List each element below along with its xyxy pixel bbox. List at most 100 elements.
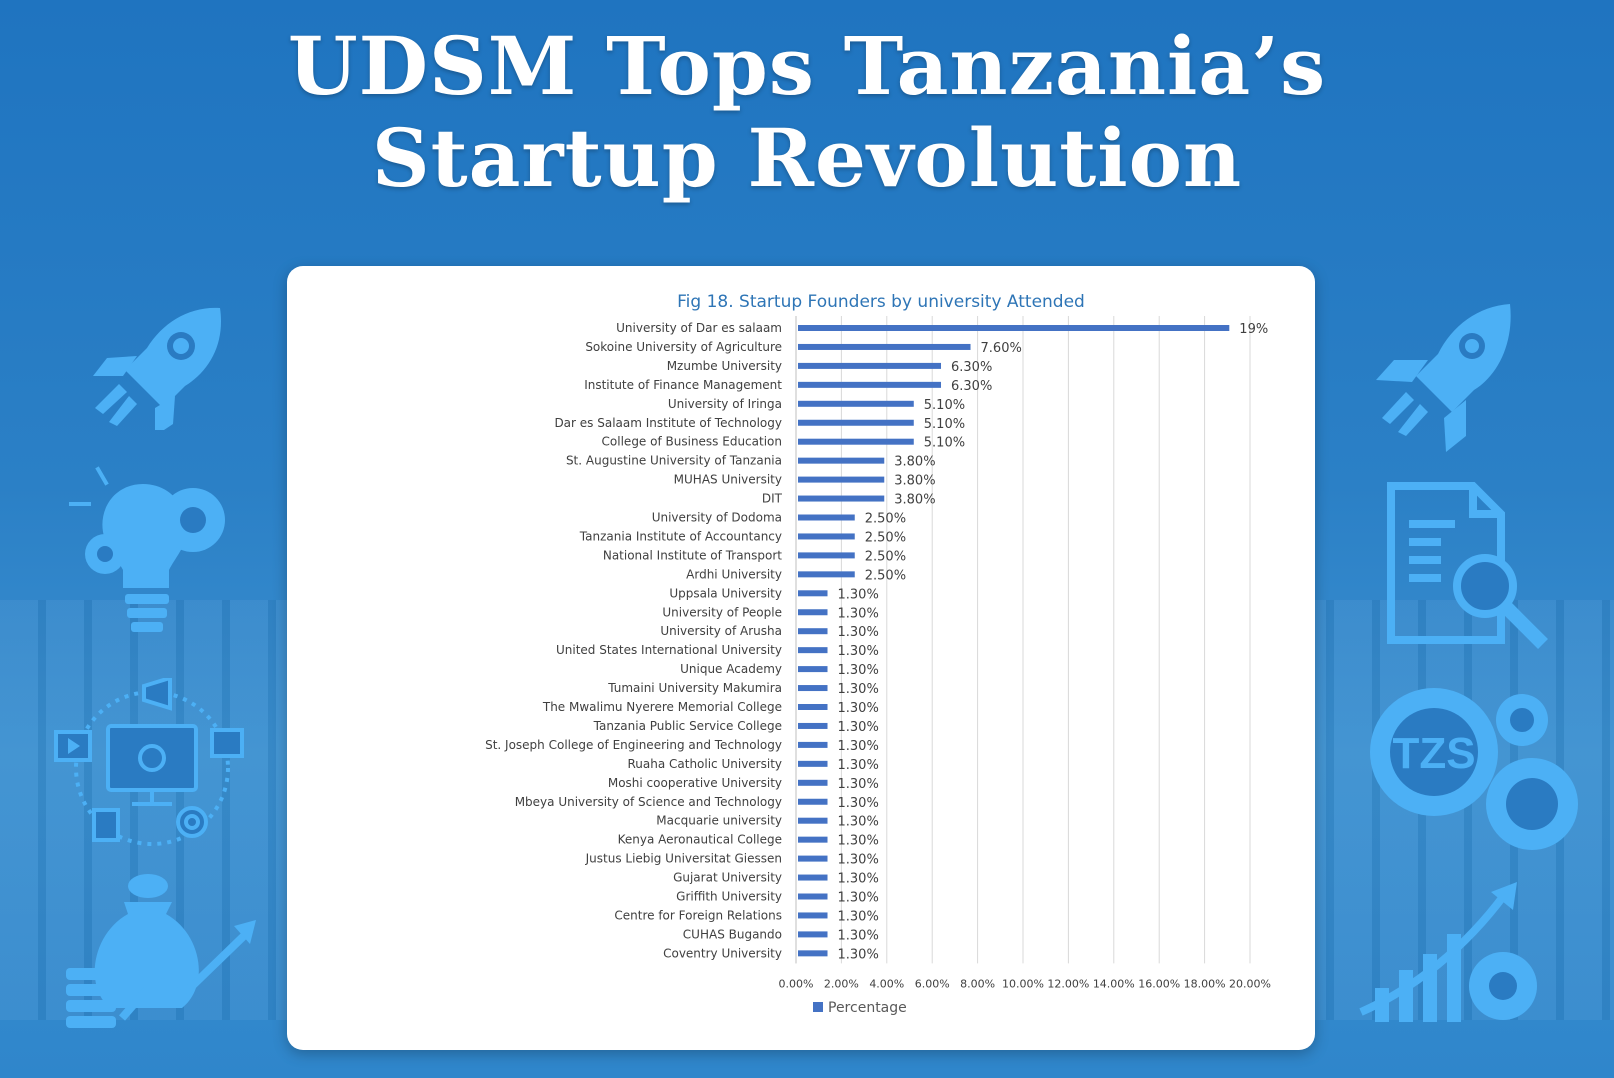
bar <box>798 325 1230 331</box>
x-tick-label: 2.00% <box>824 977 859 990</box>
digital-marketing-icon <box>52 678 252 858</box>
data-label: 1.30% <box>838 777 879 792</box>
bar <box>798 495 885 502</box>
bar <box>798 476 885 483</box>
data-label: 1.30% <box>838 947 879 962</box>
data-label: 5.10% <box>924 417 965 432</box>
bar <box>798 514 855 521</box>
data-label: 1.30% <box>838 587 879 602</box>
x-tick-label: 0.00% <box>779 977 814 990</box>
bar <box>798 741 828 748</box>
bar <box>798 552 855 559</box>
bar <box>798 647 828 654</box>
bar <box>798 343 971 350</box>
category-label: Unique Academy <box>680 662 782 676</box>
bar <box>798 419 914 426</box>
bar <box>798 722 828 729</box>
bar <box>798 609 828 616</box>
category-label: Tanzania Public Service College <box>593 719 782 733</box>
bar <box>798 779 828 786</box>
category-label: College of Business Education <box>602 435 782 449</box>
data-label: 2.50% <box>865 549 906 564</box>
data-label: 3.80% <box>894 455 935 470</box>
category-label: The Mwalimu Nyerere Memorial College <box>542 700 782 714</box>
category-label: Moshi cooperative University <box>608 776 782 790</box>
category-label: Coventry University <box>663 946 782 960</box>
category-label: Centre for Foreign Relations <box>614 908 782 922</box>
chart-card: Fig 18. Startup Founders by university A… <box>287 266 1315 1050</box>
category-label: St. Augustine University of Tanzania <box>566 454 782 468</box>
legend-swatch <box>813 1002 823 1012</box>
data-label: 1.30% <box>838 853 879 868</box>
rocket-icon <box>1368 300 1518 460</box>
category-label: Institute of Finance Management <box>584 378 782 392</box>
category-label: University of People <box>662 605 782 619</box>
category-label: University of Dodoma <box>652 511 782 525</box>
x-tick-label: 4.00% <box>869 977 904 990</box>
bar <box>798 817 828 824</box>
category-label: Tumaini University Makumira <box>607 681 782 695</box>
bar <box>798 760 828 767</box>
category-label: CUHAS Bugando <box>683 927 782 941</box>
chart-title: Fig 18. Startup Founders by university A… <box>677 292 1085 312</box>
data-label: 1.30% <box>838 625 879 640</box>
data-label: 5.10% <box>924 398 965 413</box>
data-label: 19% <box>1239 322 1268 337</box>
category-label: University of Iringa <box>668 397 782 411</box>
category-label: Gujarat University <box>673 871 782 885</box>
bar <box>798 362 942 369</box>
chart-legend: Percentage <box>813 1000 907 1016</box>
category-label: National Institute of Transport <box>603 548 782 562</box>
category-label: Tanzania Institute of Accountancy <box>579 529 782 543</box>
bar <box>798 855 828 862</box>
category-label: Macquarie university <box>656 814 782 828</box>
category-label: Ruaha Catholic University <box>627 757 782 771</box>
x-tick-label: 6.00% <box>915 977 950 990</box>
category-label: Griffith University <box>676 890 782 904</box>
category-label: Ardhi University <box>686 567 782 581</box>
data-label: 1.30% <box>838 701 879 716</box>
category-label: Mzumbe University <box>667 359 782 373</box>
headline-line-2: Startup Revolution <box>371 111 1243 205</box>
data-label: 1.30% <box>838 606 879 621</box>
category-label: DIT <box>762 492 783 506</box>
x-tick-label: 8.00% <box>960 977 995 990</box>
data-label: 1.30% <box>838 928 879 943</box>
category-label: Mbeya University of Science and Technolo… <box>515 795 782 809</box>
growth-chart-gear-icon <box>1355 878 1555 1028</box>
data-label: 1.30% <box>838 834 879 849</box>
bar <box>798 628 828 635</box>
bar <box>798 590 828 597</box>
data-label: 1.30% <box>838 644 879 659</box>
data-label: 3.80% <box>894 493 935 508</box>
bar <box>798 666 828 673</box>
data-label: 1.30% <box>838 720 879 735</box>
bar <box>798 438 914 445</box>
x-tick-label: 14.00% <box>1093 977 1135 990</box>
headline-line-1: UDSM Tops Tanzania’s <box>287 19 1327 113</box>
data-label: 1.30% <box>838 815 879 830</box>
category-label: Kenya Aeronautical College <box>618 833 782 847</box>
data-label: 1.30% <box>838 758 879 773</box>
bar <box>798 798 828 805</box>
category-label: University of Arusha <box>660 624 782 638</box>
category-label: Dar es Salaam Institute of Technology <box>554 416 782 430</box>
data-label: 1.30% <box>838 891 879 906</box>
bar <box>798 571 855 578</box>
x-tick-label: 18.00% <box>1184 977 1226 990</box>
bar <box>798 685 828 692</box>
bar <box>798 950 828 957</box>
category-label: MUHAS University <box>674 473 782 487</box>
data-label: 1.30% <box>838 663 879 678</box>
data-label: 2.50% <box>865 568 906 583</box>
tzs-gears-icon: TZS <box>1362 680 1592 860</box>
category-label: Justus Liebig Universitat Giessen <box>585 852 782 866</box>
legend-label: Percentage <box>828 1000 907 1016</box>
bar <box>798 893 828 900</box>
rocket-icon <box>85 300 235 430</box>
page-headline: UDSM Tops Tanzania’s Startup Revolution <box>0 20 1614 204</box>
bar <box>798 874 828 881</box>
data-label: 6.30% <box>951 379 992 394</box>
bar <box>798 400 914 407</box>
tzs-label: TZS <box>1392 729 1475 778</box>
